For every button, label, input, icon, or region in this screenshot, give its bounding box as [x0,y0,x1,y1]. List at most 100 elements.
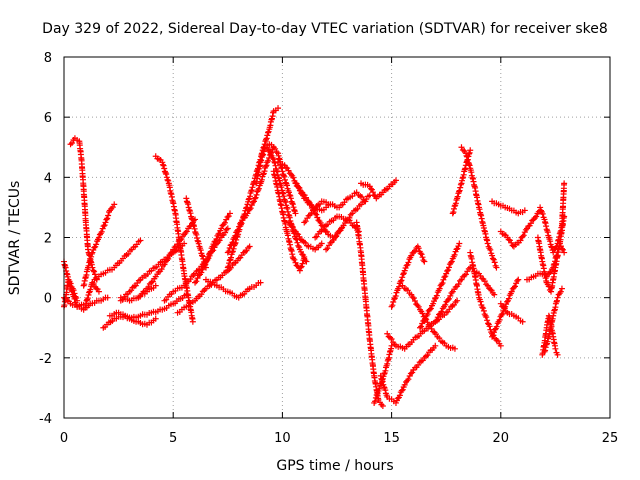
series-arc-48 [541,285,565,355]
data-point [102,219,109,226]
data-point-run [102,317,116,330]
data-point-run [145,275,158,290]
data-point-run [402,254,414,271]
data-point-run [277,201,290,233]
data-point [285,189,292,196]
data-point-run [313,211,324,226]
series-arc-21 [270,168,308,274]
data-point-run [154,155,164,163]
data-point [292,210,299,217]
data-point [244,201,251,208]
data-point-run [66,278,75,290]
data-point-run [378,375,390,399]
data-point-run [342,211,354,226]
data-point-run [162,249,175,265]
series-arc-01 [67,135,100,283]
data-point-run [113,257,125,269]
data-point-run [120,296,131,303]
data-point-run [505,236,516,249]
data-point [296,267,303,274]
data-point-run [172,211,183,244]
data-point-run [555,288,564,298]
data-point [497,300,504,307]
series-arc-35 [416,240,463,331]
series-arc-28 [358,177,399,202]
data-point-run [183,198,196,223]
x-tick-label: 25 [602,431,619,446]
data-point-run [251,182,263,202]
data-point [89,279,96,286]
data-point-run [210,227,224,248]
y-tick-labels: -4 -2 0 2 4 6 8 [39,51,52,427]
data-point-run [490,320,501,339]
data-point-run [258,162,270,185]
data-point [552,345,559,352]
data-point-run [253,162,264,185]
x-tick-labels: 0 5 10 15 20 25 [60,431,618,446]
data-point-run [362,296,373,342]
data-point-run [76,301,87,309]
data-point [82,300,89,307]
y-tick-label: 2 [44,232,52,247]
y-tick-label: -4 [39,412,52,427]
data-point-run [176,304,188,315]
data-point-run [450,243,462,260]
data-point-run [499,230,509,239]
data-point-run [459,147,468,155]
data-point-run [476,296,488,318]
data-point-run [277,161,286,168]
data-point-run [389,287,401,309]
data-point-run [550,336,558,349]
data-point-run [280,171,292,194]
data-point [493,264,500,271]
data-point [264,159,271,166]
data-point-run [412,357,426,371]
data-point-run [525,217,536,230]
data-point [95,288,102,295]
data-point-run [542,219,552,239]
data-point-run [476,206,486,227]
series-arc-07 [91,237,144,283]
data-point [290,255,297,262]
data-point-run [201,245,215,269]
data-point [251,198,258,205]
data-point-run [277,182,290,209]
data-point-run [313,242,324,251]
series-arc-23 [285,219,325,253]
data-point [497,342,504,349]
data-point [392,177,399,184]
data-point [377,372,384,379]
data-point-run [557,243,566,253]
data-point [561,180,568,187]
series-arc-14 [174,243,253,316]
data-point-run [287,222,298,234]
series-arc-46 [534,234,568,295]
data-point-run [472,273,482,298]
data-point-run [146,284,157,293]
data-point-run [163,290,175,303]
data-point-run [374,191,385,200]
data-point-run [442,290,455,308]
data-point [436,285,443,292]
data-point-run [395,343,406,351]
series-arc-43 [497,300,526,325]
series-arc-16 [202,276,264,301]
y-tick-label: 4 [44,171,52,186]
series-arc-06 [106,291,190,322]
y-tick-label: 0 [44,292,52,307]
data-point-run [510,207,520,216]
data-point-run [76,140,85,161]
data-point-run [403,369,416,385]
data-point-run [506,311,515,318]
data-point-run [454,181,464,200]
series-arc-02 [80,201,118,289]
data-point-run [433,305,446,324]
data-point-run [504,205,513,212]
data-point-run [237,286,251,299]
data-point [519,318,526,325]
data-point-run [282,164,293,177]
data-point [432,318,439,325]
data-point [323,246,330,253]
data-point [508,288,515,295]
chart-title: Day 329 of 2022, Sidereal Day-to-day VTE… [42,21,608,37]
